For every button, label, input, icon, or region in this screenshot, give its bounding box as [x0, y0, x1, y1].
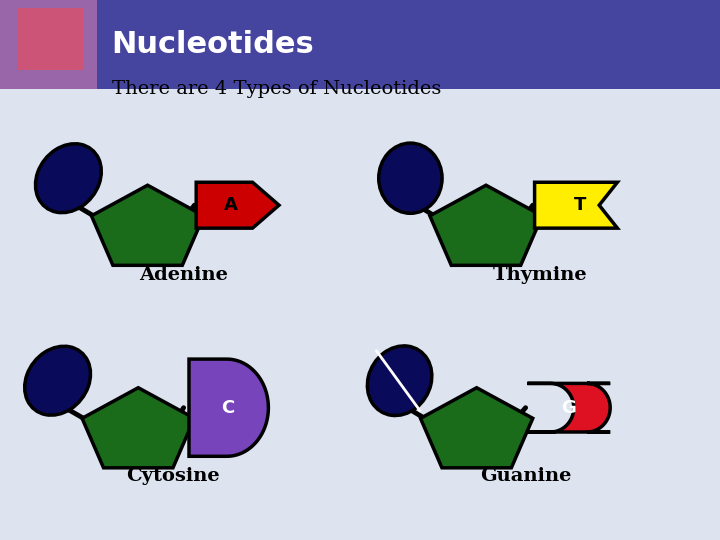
- Polygon shape: [189, 359, 269, 456]
- Bar: [0, 0, 720, 89]
- Polygon shape: [196, 183, 279, 228]
- Bar: [0, 0, 97, 89]
- Text: Thymine: Thymine: [492, 266, 588, 285]
- Text: G: G: [562, 399, 576, 417]
- Polygon shape: [82, 388, 194, 468]
- Polygon shape: [430, 185, 542, 265]
- Polygon shape: [91, 185, 204, 265]
- Text: Guanine: Guanine: [480, 467, 571, 485]
- Text: Nucleotides: Nucleotides: [112, 30, 315, 59]
- Ellipse shape: [367, 346, 432, 415]
- Text: A: A: [224, 196, 238, 214]
- Polygon shape: [18, 8, 83, 70]
- Text: C: C: [222, 399, 235, 417]
- Text: T: T: [573, 196, 586, 214]
- Polygon shape: [420, 388, 533, 468]
- Polygon shape: [527, 383, 611, 432]
- Polygon shape: [534, 183, 618, 228]
- Ellipse shape: [379, 143, 442, 213]
- Text: Cytosine: Cytosine: [126, 467, 220, 485]
- Ellipse shape: [24, 346, 91, 415]
- Ellipse shape: [35, 144, 102, 213]
- Text: Adenine: Adenine: [139, 266, 228, 285]
- Text: There are 4 Types of Nucleotides: There are 4 Types of Nucleotides: [112, 80, 441, 98]
